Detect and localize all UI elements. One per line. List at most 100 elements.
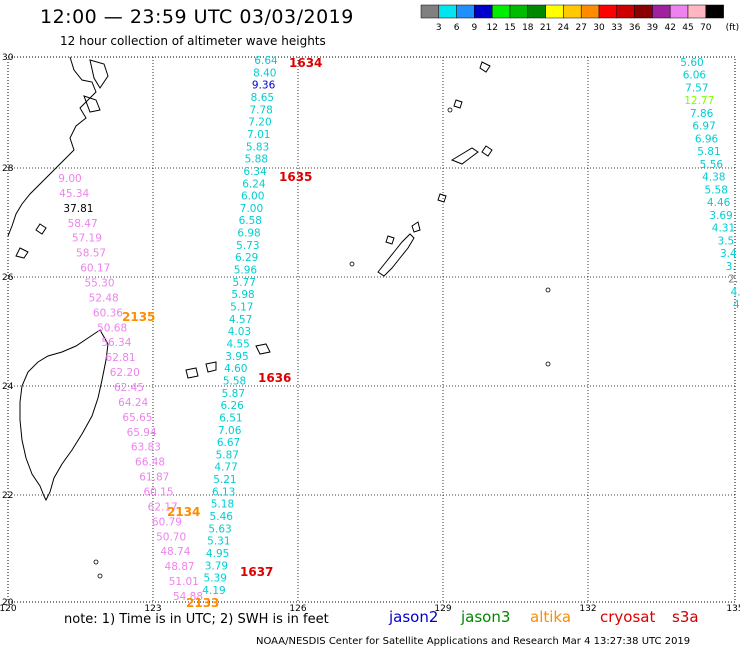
island	[15, 247, 29, 259]
wave-height-value: 6.96	[695, 133, 719, 145]
wave-height-value: 3.69	[709, 210, 732, 222]
wave-height-value: 8.40	[253, 67, 276, 79]
wave-height-value: 60.17	[80, 263, 110, 275]
legend-tick-label: 42	[664, 23, 675, 33]
wave-height-value: 7.06	[218, 425, 242, 437]
wave-height-value: 61.87	[139, 472, 169, 484]
satellite-label-jason3: jason3	[461, 608, 511, 626]
wave-height-value: 9.00	[58, 173, 81, 185]
wave-height-value: 5.98	[231, 289, 254, 301]
wave-height-value: 56.34	[101, 337, 131, 349]
wave-height-value: 4.77	[214, 462, 237, 474]
wave-height-value: 5.56	[700, 159, 724, 171]
wave-height-value: 5.58	[223, 375, 246, 387]
wave-height-value: 4.46	[707, 197, 731, 209]
wave-height-value: 60.15	[143, 487, 173, 499]
wave-height-value: 52.48	[89, 292, 119, 304]
coastlines	[7, 56, 551, 579]
time-tag: 1635	[279, 170, 312, 184]
wave-height-value: 7.00	[240, 203, 263, 215]
island	[205, 361, 217, 373]
wave-height-value: 6.97	[692, 121, 715, 133]
wave-height-value: 5.46	[210, 511, 234, 523]
wave-height-value: 7.01	[247, 129, 270, 141]
wave-height-value: 6.98	[237, 228, 260, 240]
wave-height-value: 5.88	[245, 154, 268, 166]
wave-height-value: 5.83	[246, 141, 269, 153]
latitude-label: 20	[2, 598, 14, 608]
lat-lon-grid	[7, 56, 736, 603]
wave-height-value: 5.87	[216, 449, 239, 461]
wave-height-value: 12.77	[684, 95, 714, 107]
wave-height-value: 3.5	[718, 235, 735, 247]
wave-height-value: 4.60	[224, 363, 247, 375]
legend-tick-label: 9	[472, 23, 478, 33]
wave-height-value: 5.77	[233, 277, 256, 289]
wave-height-value: 5.63	[208, 523, 231, 535]
map-title: 12:00 — 23:59 UTC 03/03/2019	[40, 6, 354, 28]
longitude-label: 126	[289, 604, 306, 614]
wave-height-value: 63.83	[131, 442, 161, 454]
time-tag: 2135	[122, 310, 155, 324]
island	[385, 235, 395, 245]
wave-height-value: 55.30	[84, 278, 114, 290]
wave-height-value: 6.26	[220, 400, 244, 412]
wave-height-value: 4.31	[712, 223, 735, 235]
island	[479, 61, 491, 73]
wave-height-value: 6.13	[212, 486, 235, 498]
satellite-label-altika: altika	[530, 608, 572, 626]
island	[83, 95, 101, 113]
wave-height-value: 60.79	[152, 516, 182, 528]
wave-height-value: 4.38	[702, 172, 725, 184]
wave-height-value: 62.20	[110, 367, 140, 379]
wave-height-value: 62.17	[148, 501, 178, 513]
longitude-label: 123	[144, 604, 161, 614]
wave-height-value: 8.65	[251, 92, 274, 104]
taiwan-coast	[19, 329, 109, 502]
wave-height-value: 51.01	[169, 576, 199, 588]
wave-height-value: 4.55	[226, 338, 249, 350]
legend-unit: (ft)	[726, 23, 740, 33]
amami-coast	[450, 147, 479, 165]
wave-height-value: 6.06	[683, 70, 707, 82]
china-coast	[7, 56, 97, 237]
wave-height-value: 57.19	[72, 233, 102, 245]
time-tag: 1636	[258, 371, 291, 385]
longitude-label: 132	[579, 604, 596, 614]
wave-height-value: 5.39	[204, 573, 227, 585]
legend-tick-label: 3	[436, 23, 442, 33]
legend-tick-label: 30	[593, 23, 605, 33]
wave-height-value: 7.57	[685, 82, 708, 94]
wave-height-value: 65.94	[127, 427, 157, 439]
wave-height-value: 45.34	[59, 188, 89, 200]
wave-height-value: 4.57	[229, 314, 252, 326]
island	[89, 59, 109, 89]
color-legend: 3 6 9 12 15 18 21 24 27 30 33 36 39 42 45 70 (ft)	[420, 4, 740, 33]
wave-height-value: 66.48	[135, 457, 165, 469]
axis-tick-labels: 120 123 126 129 132 135 30 28 26 24 22 20	[0, 53, 740, 614]
wave-height-value: 5.58	[705, 184, 728, 196]
time-tag: 1634	[289, 56, 322, 70]
wave-height-value: 7.20	[248, 117, 271, 129]
legend-tick-label: 45	[682, 23, 693, 33]
wave-height-value: 62.45	[114, 382, 144, 394]
wave-height-value: 5.21	[213, 474, 236, 486]
latitude-label: 26	[2, 273, 14, 283]
satellite-label-s3a: s3a	[672, 608, 699, 626]
wave-height-tracks: 9.00 45.34 37.81 58.47 57.19 58.57 60.17 55.30 5…	[58, 55, 740, 603]
island	[481, 145, 493, 157]
wave-height-value: 58.47	[68, 218, 98, 230]
wave-height-value: 50.68	[97, 322, 127, 334]
legend-tick-label: 6	[454, 23, 460, 33]
wave-height-value: 7.86	[690, 108, 714, 120]
wave-height-value: 5.73	[236, 240, 259, 252]
wave-height-value: 4.	[733, 299, 740, 311]
wave-height-value: 5.60	[680, 57, 703, 69]
wave-height-value: 62.81	[106, 352, 136, 364]
islet	[93, 559, 99, 565]
island	[437, 193, 447, 203]
longitude-label: 135	[726, 604, 740, 614]
wave-height-value: 4.19	[202, 585, 225, 597]
islet	[447, 107, 453, 113]
